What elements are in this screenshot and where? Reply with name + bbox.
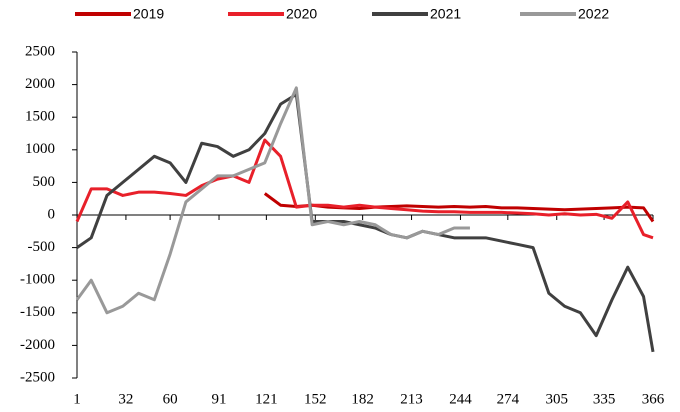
legend-label: 2020 xyxy=(286,6,317,22)
x-tick-label: 213 xyxy=(400,391,423,407)
x-tick-label: 274 xyxy=(497,391,520,407)
line-series xyxy=(263,192,655,223)
line-series xyxy=(75,86,470,315)
x-tick-label: 60 xyxy=(163,391,178,407)
x-tick-label: 152 xyxy=(304,391,327,407)
x-tick-label: 366 xyxy=(642,391,665,407)
y-tick-label: 500 xyxy=(33,174,56,190)
x-tick-label: 91 xyxy=(212,391,227,407)
legend-label: 2019 xyxy=(133,6,164,22)
y-tick-label: 0 xyxy=(48,206,56,222)
x-tick-label: 182 xyxy=(351,391,374,407)
y-tick-label: -1500 xyxy=(20,304,55,320)
y-tick-label: -2500 xyxy=(20,369,55,385)
y-tick-label: -2000 xyxy=(20,337,55,353)
x-tick-label: 335 xyxy=(593,391,616,407)
x-tick-label: 305 xyxy=(545,391,568,407)
y-tick-label: 2500 xyxy=(25,43,55,59)
legend-label: 2022 xyxy=(578,6,609,22)
line-series xyxy=(75,138,654,240)
x-tick-label: 32 xyxy=(118,391,133,407)
line-series xyxy=(76,92,655,353)
x-tick-label: 244 xyxy=(449,391,472,407)
y-tick-label: 2000 xyxy=(25,76,55,92)
y-tick-label: -1000 xyxy=(20,272,55,288)
y-tick-label: 1000 xyxy=(25,141,55,157)
y-tick-label: 1500 xyxy=(25,109,55,125)
x-tick-label: 1 xyxy=(73,391,81,407)
x-tick-label: 121 xyxy=(255,391,278,407)
y-tick-label: -500 xyxy=(28,239,56,255)
legend-label: 2021 xyxy=(430,6,461,22)
